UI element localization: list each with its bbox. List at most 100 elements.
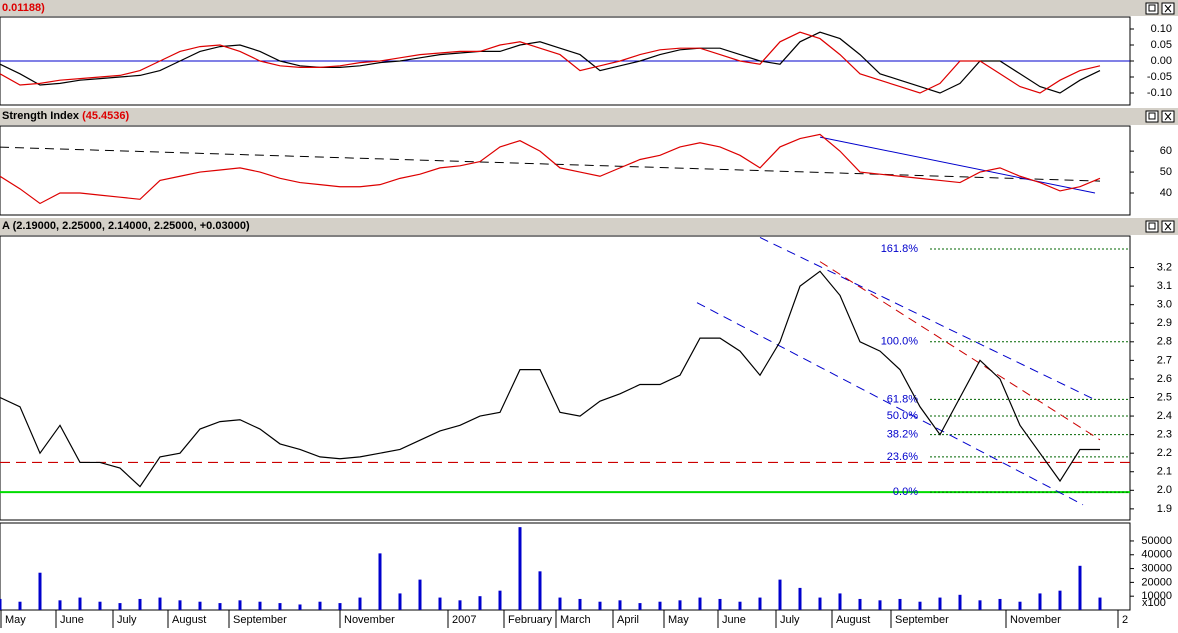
volume-bar <box>138 598 142 610</box>
panel-title: A (2.19000, 2.25000, 2.14000, 2.25000, +… <box>2 220 250 232</box>
x-tick-label: June <box>60 614 84 626</box>
volume-bar <box>98 601 102 610</box>
title-text: A (2.19000, 2.25000, 2.14000, 2.25000, +… <box>2 220 250 232</box>
y-tick-label: 2.6 <box>1157 373 1172 385</box>
volume-bar <box>478 596 482 610</box>
y-tick-label: 2.7 <box>1157 354 1172 366</box>
trend-line <box>819 136 1096 194</box>
volume-bar <box>398 593 402 610</box>
trend-line <box>759 237 1096 401</box>
volume-bar <box>1078 565 1082 610</box>
y-tick-label: 2.2 <box>1157 447 1172 459</box>
y-tick-label: 50000 <box>1141 535 1172 547</box>
trend-line <box>696 302 1084 506</box>
volume-bar <box>698 597 702 610</box>
fib-label: 61.8% <box>887 393 918 405</box>
volume-bar <box>978 600 982 610</box>
volume-bar <box>618 600 622 610</box>
series-line <box>0 31 1101 94</box>
y-tick-label: 3.1 <box>1157 280 1172 292</box>
volume-bar <box>458 600 462 610</box>
panel-title: Strength Index (45.4536) <box>2 110 130 122</box>
title-text: 0.01188) <box>2 2 45 14</box>
y-tick-label: 2.9 <box>1157 317 1172 329</box>
y-tick-label: 2.5 <box>1157 391 1172 403</box>
y-tick-label: 60 <box>1160 145 1172 157</box>
volume-bar <box>218 603 222 610</box>
y-tick-label: 2.8 <box>1157 336 1172 348</box>
volume-bar <box>918 601 922 610</box>
volume-bar <box>678 600 682 610</box>
volume-bar <box>878 600 882 610</box>
volume-bar <box>578 598 582 610</box>
y-tick-label: 0.05 <box>1151 39 1172 51</box>
volume-bar <box>1098 597 1102 610</box>
x-tick-label: May <box>668 614 689 626</box>
volume-bar <box>38 572 42 610</box>
close-icon <box>1164 222 1172 231</box>
volume-bar <box>258 601 262 610</box>
x-tick-label: 2 <box>1122 614 1128 626</box>
y-tick-label: 2.0 <box>1157 484 1172 496</box>
volume-bar <box>778 579 782 610</box>
panel-header <box>0 0 1178 16</box>
volume-bar <box>58 600 62 610</box>
maximize-button[interactable] <box>1145 110 1159 123</box>
volume-bar <box>438 597 442 610</box>
volume-bar <box>378 553 382 610</box>
volume-bar <box>78 597 82 610</box>
title-value: (45.4536) <box>82 110 129 122</box>
y-tick-label: 2.3 <box>1157 429 1172 441</box>
volume-bar <box>238 600 242 610</box>
y-tick-label: 30000 <box>1141 562 1172 574</box>
volume-bar <box>1038 593 1042 610</box>
fib-label: 161.8% <box>881 243 919 255</box>
volume-bar <box>738 601 742 610</box>
volume-bar <box>798 587 802 610</box>
volume-bar <box>338 603 342 610</box>
volume-bar <box>118 603 122 610</box>
volume-bar <box>1058 590 1062 610</box>
volume-bar <box>358 597 362 610</box>
y-tick-label: -0.10 <box>1147 87 1172 99</box>
series-line <box>0 133 1101 205</box>
volume-bar <box>498 590 502 610</box>
maximize-button[interactable] <box>1145 2 1159 15</box>
volume-bar <box>858 598 862 610</box>
fib-label: 0.0% <box>893 486 918 498</box>
x-tick-label: August <box>836 614 870 626</box>
volume-bar <box>0 598 2 610</box>
maximize-button[interactable] <box>1145 220 1159 233</box>
volume-bar <box>838 593 842 610</box>
volume-bar <box>818 597 822 610</box>
volume-bar <box>18 601 22 610</box>
close-icon <box>1164 4 1172 13</box>
fib-label: 100.0% <box>881 336 919 348</box>
maximize-icon <box>1148 112 1156 120</box>
volume-bar <box>898 598 902 610</box>
unit-label: x100 <box>1142 597 1166 609</box>
volume-bar <box>718 598 722 610</box>
volume-bar <box>998 598 1002 610</box>
x-tick-label: September <box>233 614 287 626</box>
y-tick-label: 10000 <box>1141 590 1172 602</box>
x-tick-label: May <box>5 614 26 626</box>
fib-label: 23.6% <box>887 451 918 463</box>
volume-bar <box>318 601 322 610</box>
plot-frame <box>0 235 1131 521</box>
y-tick-label: 2.1 <box>1157 466 1172 478</box>
x-tick-label: April <box>617 614 639 626</box>
x-tick-label: November <box>1010 614 1061 626</box>
y-tick-label: 0.00 <box>1151 55 1172 67</box>
y-tick-label: 20000 <box>1141 576 1172 588</box>
volume-bar <box>518 527 522 610</box>
x-tick-label: 2007 <box>452 614 476 626</box>
x-tick-label: July <box>780 614 800 626</box>
y-tick-label: -0.05 <box>1147 71 1172 83</box>
x-tick-label: February <box>508 614 553 626</box>
fib-label: 38.2% <box>887 429 918 441</box>
x-tick-label: November <box>344 614 395 626</box>
volume-bar <box>418 579 422 610</box>
y-tick-label: 40 <box>1160 187 1172 199</box>
